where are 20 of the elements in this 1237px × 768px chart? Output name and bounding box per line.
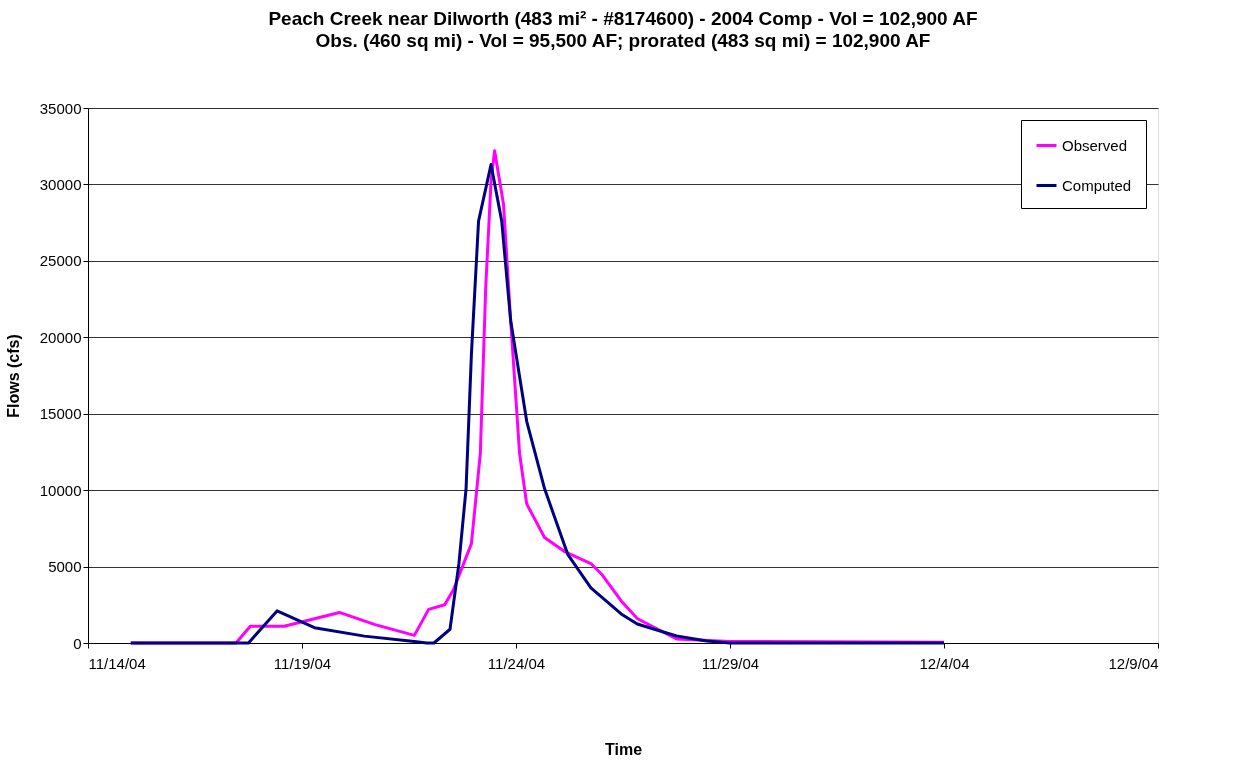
x-axis-title: Time bbox=[604, 740, 643, 758]
legend-label: Computed bbox=[1062, 176, 1132, 194]
x-tick-label: 12/9/04 bbox=[1108, 654, 1159, 672]
legend-label: Observed bbox=[1062, 136, 1128, 154]
x-tick-label: 11/14/04 bbox=[88, 654, 146, 672]
x-tick-label: 11/29/04 bbox=[701, 654, 760, 672]
x-tick-label: 11/19/04 bbox=[273, 654, 332, 672]
y-tick-label: 35000 bbox=[39, 99, 82, 117]
y-tick-label: 5000 bbox=[48, 558, 82, 576]
y-tick-label: 30000 bbox=[39, 175, 82, 193]
y-tick-label: 0 bbox=[73, 634, 82, 652]
y-tick-label: 20000 bbox=[39, 328, 82, 346]
chart-title: Peach Creek near Dilworth (483 mi² - #8174600) - 2004 Comp - Vol = 102,900 AF bbox=[268, 8, 978, 29]
x-tick-label: 12/4/04 bbox=[919, 654, 970, 672]
x-tick-label: 11/24/04 bbox=[487, 654, 546, 672]
y-tick-label: 15000 bbox=[39, 405, 82, 423]
chart-subtitle: Obs. (460 sq mi) - Vol = 95,500 AF; prorated (483 sq mi) = 102,900 AF bbox=[315, 30, 931, 51]
y-tick-label: 10000 bbox=[39, 481, 82, 499]
y-axis-title: Flows (cfs) bbox=[4, 334, 22, 418]
y-tick-label: 25000 bbox=[39, 252, 82, 270]
